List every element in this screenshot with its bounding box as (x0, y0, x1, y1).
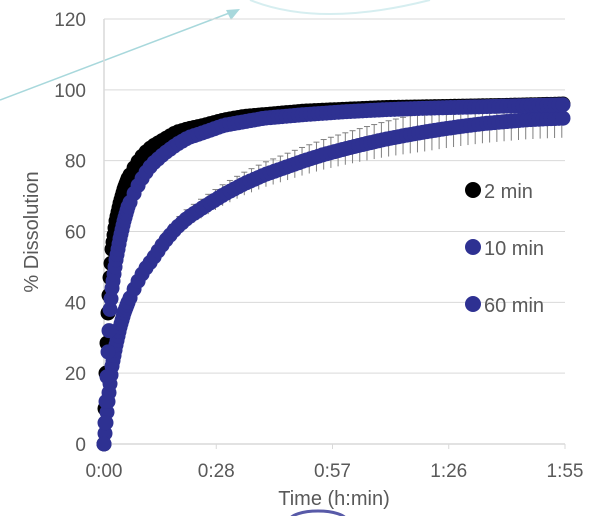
y-tick-label: 120 (54, 10, 86, 31)
x-tick-label: 0:28 (198, 461, 235, 482)
annotation-arrow (0, 9, 240, 101)
data-point (555, 110, 571, 126)
data-point (100, 344, 116, 360)
y-axis-label: % Dissolution (21, 171, 43, 292)
y-tick-label: 20 (65, 364, 86, 385)
data-point (555, 97, 571, 113)
x-tick-label: 1:55 (547, 461, 584, 482)
legend-label: 60 min (484, 295, 544, 317)
x-axis-label: Time (h:min) (278, 488, 389, 510)
data-point (101, 323, 117, 339)
series-60-min (96, 110, 571, 452)
decorative-arc (249, 0, 431, 15)
y-tick-label: 100 (54, 81, 86, 102)
y-tick-label: 0 (75, 435, 86, 456)
series-10-min (96, 97, 571, 452)
decorative-oval (288, 509, 348, 521)
data-series (96, 96, 571, 452)
legend-label: 10 min (484, 238, 544, 260)
x-tick-label: 0:00 (86, 461, 123, 482)
tick-labels: 0 20 40 60 80 100 120 0:00 0:28 0:57 1:26 1:55 (54, 10, 583, 482)
y-tick-label: 40 (65, 293, 86, 314)
x-tick-label: 1:26 (430, 461, 467, 482)
data-point (98, 394, 114, 409)
data-point (99, 369, 115, 385)
legend-marker (465, 239, 481, 255)
legend: 2 min 10 min 60 min (465, 181, 544, 317)
data-point (97, 415, 113, 431)
legend-label: 2 min (484, 181, 533, 203)
legend-marker (465, 182, 481, 198)
y-tick-label: 80 (65, 152, 86, 173)
legend-marker (465, 296, 481, 312)
data-point (96, 436, 112, 452)
x-tick-label: 0:57 (314, 461, 351, 482)
y-tick-label: 60 (65, 223, 86, 244)
